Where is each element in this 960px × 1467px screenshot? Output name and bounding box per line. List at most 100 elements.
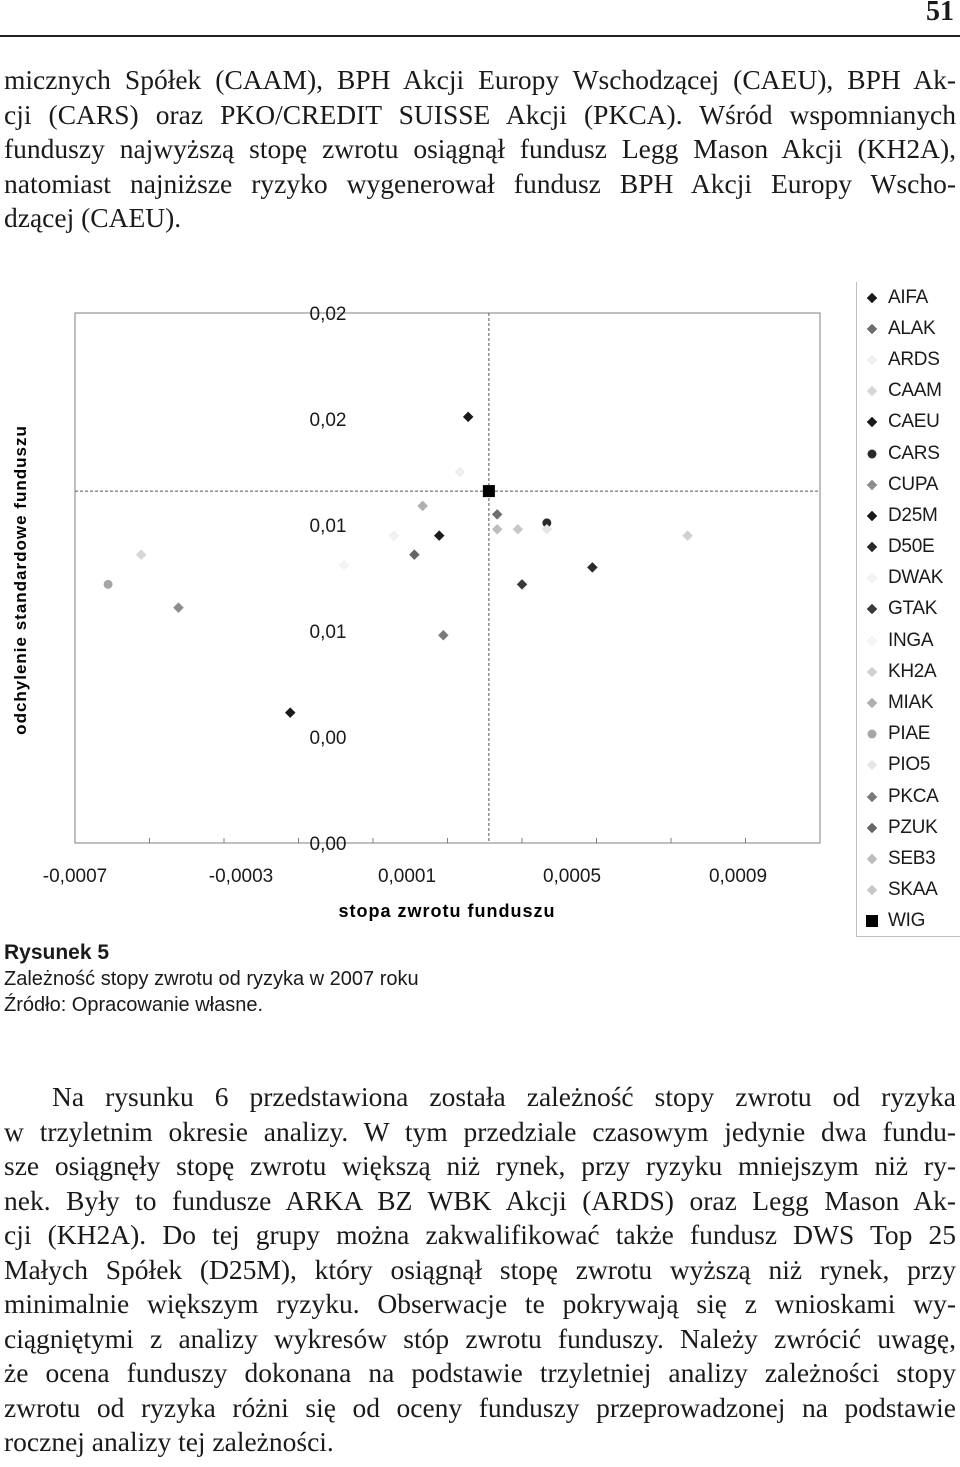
legend-marker-icon [866,697,878,709]
data-point-pzuk [409,549,420,561]
legend-marker-icon [866,666,878,678]
legend-label: KH2A [888,660,937,682]
data-point-alak [491,509,503,520]
figure-title: Zależność stopy zwrotu od ryzyka w 2007 … [4,968,419,990]
legend-marker-icon [866,822,878,834]
legend-item: CUPA [857,469,960,500]
data-point-miak [417,500,429,512]
y-tick-label: 0,01 [310,516,347,537]
data-point-dwak [388,530,400,541]
data-points [103,411,693,718]
legend-label: ARDS [888,348,940,370]
legend-label: CAAM [888,380,942,402]
legend-marker-icon [867,729,877,739]
x-axis-ticks [74,838,821,843]
text-line: ciągniętymi z analizy wykresów stóp zwro… [4,1322,956,1354]
legend-marker-icon [866,292,878,303]
legend-marker-icon [866,541,878,553]
legend-label: PZUK [888,816,938,838]
data-point-gtak [516,579,528,590]
legend-item: GTAK [857,594,960,625]
y-tick-label: 0,00 [310,834,347,855]
text-line: micznych Spółek (CAAM), BPH Akcji Europy… [4,64,956,95]
legend-label: INGA [888,629,934,651]
legend-marker-icon [866,479,878,491]
legend-marker-icon [866,884,878,896]
data-point-pio5 [541,523,553,535]
text-line: Na rysunku 6 przedstawiona została zależ… [52,1081,956,1112]
legend-label: CARS [888,442,940,464]
legend-marker-icon [866,323,878,335]
x-tick-label: 0,0001 [378,866,436,887]
x-tick-label: 0,0009 [709,866,767,887]
legend-marker-icon [866,853,878,865]
legend-marker-icon [866,791,878,802]
legend-item: CAEU [857,407,960,438]
text-line: nek. Były to fundusze ARKA BZ WBK Akcji … [4,1184,956,1216]
data-point-seb3 [491,523,503,535]
legend-marker-icon [866,354,878,366]
figure-label: Rysunek 5 [4,941,110,964]
legend-item: PKCA [857,781,960,812]
legend-item: MIAK [857,687,960,718]
legend-marker-icon [866,572,878,584]
legend-label: SKAA [888,879,938,901]
legend-marker-icon [866,510,878,522]
legend-label: GTAK [888,598,938,620]
legend-label: CUPA [888,473,939,495]
y-axis-label: odchylenie standardowe funduszu [11,425,30,735]
legend-item: SKAA [857,875,960,906]
text-line: sze osiągnęły stopę zwrotu większą niż r… [4,1150,956,1181]
legend-item: KH2A [857,656,960,687]
legend-item: ARDS [857,344,960,375]
text-line: Małych Spółek (D25M), który osiągnął sto… [4,1253,956,1285]
data-point-caeu [284,707,296,718]
body-paragraph: Na rysunku 6 przedstawiona została zależ… [4,1080,956,1460]
legend-label: CAEU [888,411,940,433]
text-line: natomiast najniższe ryzyko wygenerował f… [4,167,956,199]
legend-item: ALAK [857,313,960,344]
scatter-chart: 0,02 0,02 0,01 0,01 0,00 0,00 -0,0007 -0,0003 0… [11,304,821,921]
legend-marker-icon [866,385,878,397]
legend-item: PIO5 [857,750,960,781]
x-tick-label: -0,0007 [43,866,107,887]
text-line: w trzyletnim okresie analizy. W tym prze… [4,1115,956,1147]
x-tick-label: 0,0005 [543,866,601,887]
x-axis-tick-labels: -0,0007 -0,0003 0,0001 0,0005 0,0009 [43,866,767,887]
data-point-ards [454,466,466,478]
y-tick-label: 0,02 [310,410,347,431]
legend-item: WIG [857,906,960,937]
x-axis-label: stopa zwrotu funduszu [339,901,556,921]
data-point-inga [338,559,350,571]
plot-area [74,312,821,844]
data-point-d25m [462,411,474,423]
legend-item: AIFA [857,282,960,313]
data-point-d50e [587,562,598,573]
legend-label: D50E [888,536,935,558]
text-line: zwrotu od ryzyka różni się od oceny fund… [4,1391,956,1423]
text-line: minimalnie większym ryzyku. Obserwacje t… [4,1288,956,1319]
legend-item: INGA [857,625,960,656]
data-point-cupa [173,602,184,614]
data-point-piae [103,579,113,589]
data-point-skaa [512,523,524,535]
data-point-pkca [438,629,449,641]
y-tick-label: 0,01 [310,622,347,643]
legend-item: PIAE [857,719,960,750]
legend-item: SEB3 [857,843,960,874]
data-point-aifa [433,530,445,541]
legend-label: DWAK [888,567,944,589]
legend-label: PIO5 [888,754,931,776]
y-tick-label: 0,02 [310,304,347,325]
legend-marker-icon [866,635,878,647]
data-point-wig [482,485,495,498]
text-line: cji (KH2A). Do tej grupy można zakwalifi… [4,1219,956,1250]
legend-label: ALAK [888,317,936,339]
x-tick-label: -0,0003 [209,866,273,887]
text-line: cji (CARS) oraz PKO/CREDIT SUISSE Akcji … [4,98,956,130]
legend-label: PKCA [888,785,939,807]
legend-label: PIAE [888,723,931,745]
legend-marker-icon [866,760,878,771]
y-axis-tick-labels: 0,02 0,02 0,01 0,01 0,00 0,00 [310,304,347,855]
legend-label: D25M [888,504,938,526]
